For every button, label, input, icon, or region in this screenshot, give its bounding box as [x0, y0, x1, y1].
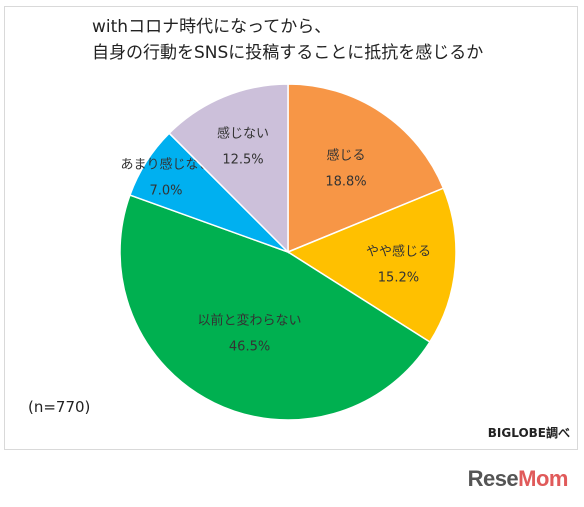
source-credit: BIGLOBE調べ	[487, 426, 570, 440]
slice-category-label: 以前と変わらない	[198, 312, 302, 328]
slice-value-label: 15.2%	[378, 271, 419, 286]
slice-category-label: やや感じる	[366, 244, 431, 260]
slice-value-label: 7.0%	[149, 184, 182, 199]
slice-category-label: あまり感じない	[121, 157, 212, 173]
chart-title-line-2: 自身の行動をSNSに投稿することに抵抗を感じるか	[92, 43, 484, 63]
slice-value-label: 12.5%	[222, 152, 263, 167]
resemom-logo: ReseMom	[467, 466, 569, 491]
sample-size-note: (n=770)	[28, 398, 91, 416]
pie-slice	[119, 194, 431, 421]
slice-value-label: 46.5%	[229, 339, 270, 354]
slice-category-label: 感じない	[217, 125, 269, 141]
chart-title-line-1: withコロナ時代になってから、	[92, 17, 332, 37]
slice-value-label: 18.8%	[325, 174, 366, 189]
chart-title: withコロナ時代になってから、 自身の行動をSNSに投稿することに抵抗を感じる…	[92, 14, 483, 66]
pie-slice	[168, 83, 289, 254]
slice-category-label: 感じる	[326, 147, 365, 163]
pie-slice	[287, 83, 445, 254]
pie-slice	[286, 187, 457, 344]
